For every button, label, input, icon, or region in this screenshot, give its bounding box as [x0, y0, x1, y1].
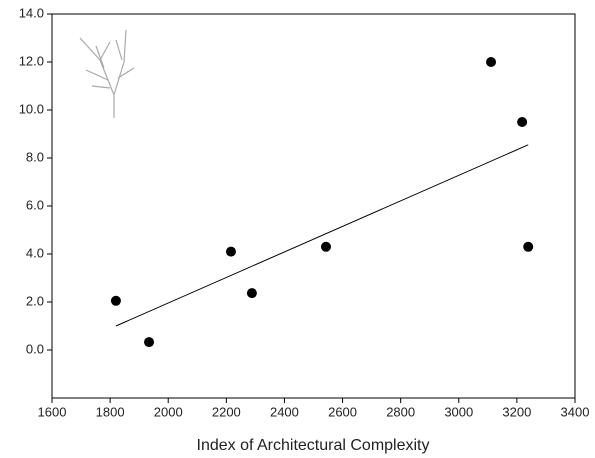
data-point [523, 241, 534, 252]
trend-line [115, 144, 529, 327]
x-tick-label: 2400 [270, 404, 299, 419]
data-point [486, 57, 497, 67]
x-axis-title: Index of Architectural Complexity [197, 437, 430, 454]
data-point [517, 117, 528, 127]
x-tick-label: 3400 [561, 404, 590, 419]
data-point [320, 241, 331, 252]
y-tick-label: 4.0 [26, 245, 44, 260]
y-tick-label: 2.0 [26, 293, 44, 308]
data-point [246, 288, 257, 299]
y-tick-label: 10.0 [19, 101, 44, 116]
x-tick-label: 1800 [96, 404, 125, 419]
data-point [110, 295, 121, 306]
y-tick-label: 6.0 [26, 197, 44, 212]
y-tick-label: 8.0 [26, 149, 44, 164]
x-tick-label: 2200 [212, 404, 241, 419]
plant-icon [79, 29, 135, 118]
x-tick-label: 3000 [444, 404, 473, 419]
plot-frame [51, 13, 576, 399]
y-tick-label: 14.0 [19, 5, 44, 20]
x-tick-label: 1600 [38, 404, 67, 419]
x-tick-label: 2600 [328, 404, 357, 419]
data-point [225, 246, 236, 257]
x-tick-label: 2000 [154, 404, 183, 419]
x-tick-label: 3200 [502, 404, 531, 419]
y-tick-label: 0.0 [26, 341, 44, 356]
data-point [144, 337, 155, 348]
y-tick-label: 12.0 [19, 53, 44, 68]
x-tick-label: 2800 [386, 404, 415, 419]
